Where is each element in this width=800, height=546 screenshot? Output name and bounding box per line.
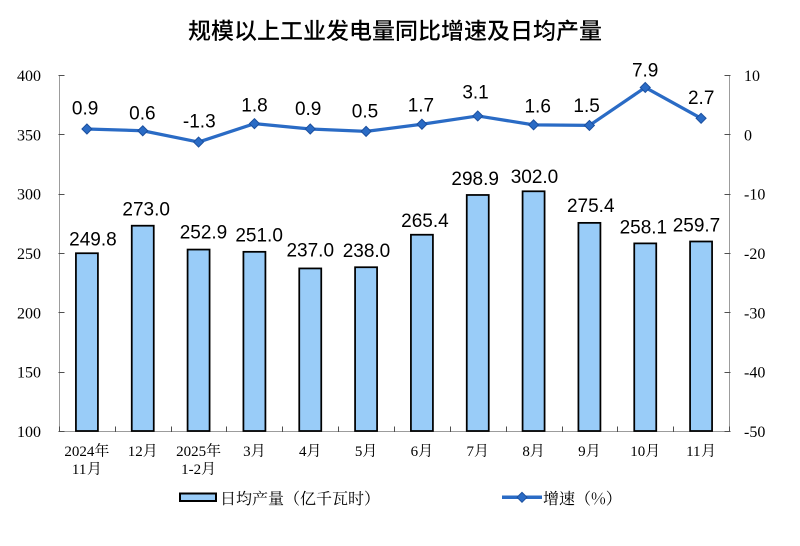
svg-text:0: 0 <box>744 127 752 144</box>
svg-text:300: 300 <box>17 187 41 204</box>
svg-text:238.0: 238.0 <box>343 241 391 262</box>
svg-text:250: 250 <box>17 246 41 263</box>
svg-text:258.1: 258.1 <box>620 217 668 238</box>
svg-text:100: 100 <box>17 424 41 441</box>
svg-text:1.8: 1.8 <box>241 96 267 117</box>
svg-text:9: 9 <box>578 444 586 460</box>
svg-text:1.6: 1.6 <box>524 97 550 118</box>
svg-text:273.0: 273.0 <box>122 200 170 221</box>
svg-text:0.5: 0.5 <box>352 101 378 122</box>
svg-text:302.0: 302.0 <box>511 167 559 188</box>
svg-text:7.9: 7.9 <box>632 60 658 81</box>
svg-text:10: 10 <box>630 444 645 460</box>
svg-text:200: 200 <box>17 305 41 322</box>
svg-text:-30: -30 <box>744 305 765 322</box>
svg-text:298.9: 298.9 <box>451 169 499 190</box>
svg-text:-1.3: -1.3 <box>183 112 216 133</box>
svg-text:251.0: 251.0 <box>235 225 283 246</box>
svg-text:-40: -40 <box>744 365 765 382</box>
svg-text:-10: -10 <box>744 187 765 204</box>
svg-text:3: 3 <box>243 444 251 460</box>
svg-text:8: 8 <box>522 444 530 460</box>
svg-text:350: 350 <box>17 127 41 144</box>
svg-text:2024: 2024 <box>64 444 95 460</box>
svg-text:-50: -50 <box>744 424 765 441</box>
svg-text:252.9: 252.9 <box>180 223 228 244</box>
svg-text:275.4: 275.4 <box>567 196 615 217</box>
svg-text:12: 12 <box>128 444 143 460</box>
svg-text:1-2: 1-2 <box>181 462 201 478</box>
svg-text:11: 11 <box>686 444 700 460</box>
svg-text:400: 400 <box>17 68 41 85</box>
svg-text:0.9: 0.9 <box>295 99 321 120</box>
svg-text:11: 11 <box>72 462 86 478</box>
svg-text:5: 5 <box>355 444 363 460</box>
svg-text:259.7: 259.7 <box>673 216 721 237</box>
svg-text:1.5: 1.5 <box>573 96 599 117</box>
svg-text:1.7: 1.7 <box>408 95 434 116</box>
svg-text:249.8: 249.8 <box>69 229 117 250</box>
svg-text:3.1: 3.1 <box>462 82 488 103</box>
svg-text:2025: 2025 <box>176 444 206 460</box>
svg-text:7: 7 <box>467 444 475 460</box>
svg-text:237.0: 237.0 <box>286 241 334 262</box>
svg-text:10: 10 <box>744 68 760 85</box>
svg-text:-20: -20 <box>744 246 765 263</box>
svg-text:6: 6 <box>411 444 419 460</box>
svg-text:265.4: 265.4 <box>401 211 449 232</box>
svg-text:150: 150 <box>17 365 41 382</box>
svg-text:0.9: 0.9 <box>72 99 98 120</box>
svg-text:2.7: 2.7 <box>688 88 714 109</box>
svg-text:4: 4 <box>299 444 307 460</box>
svg-text:0.6: 0.6 <box>129 103 155 124</box>
